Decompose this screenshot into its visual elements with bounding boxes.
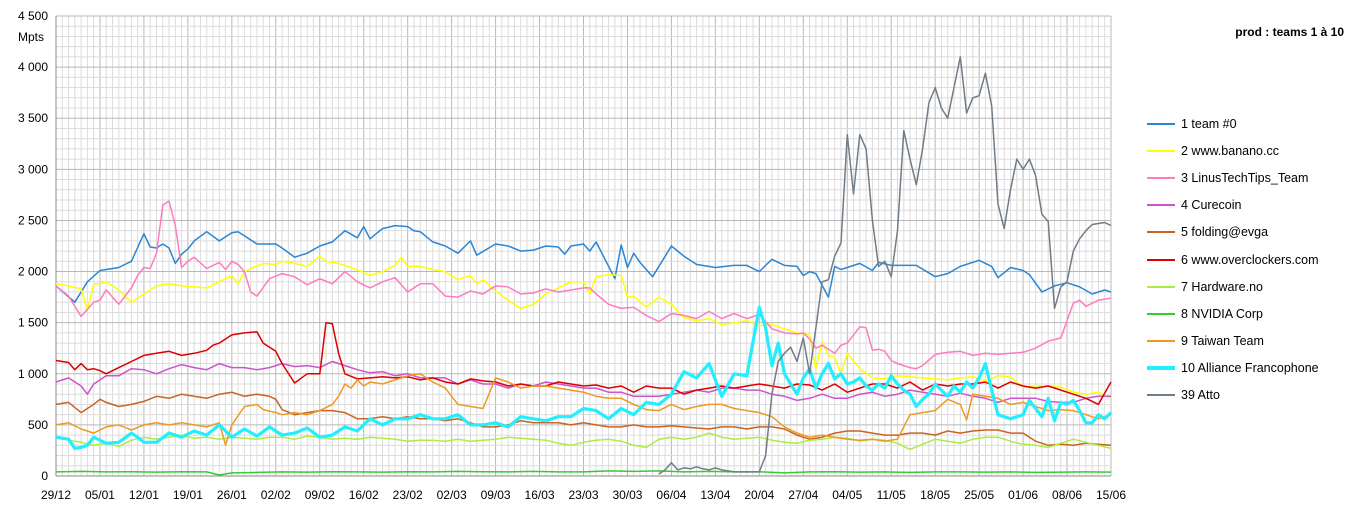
axes: 0 500 1 000 1 500 2 000 2 500 3 000 3 500 4 000 4… xyxy=(18,9,1126,502)
legend-item: 3 LinusTechTips_Team xyxy=(1147,164,1319,191)
series-line-3 xyxy=(55,200,1112,370)
legend-item: 5 folding@evga xyxy=(1147,219,1319,246)
legend-swatch xyxy=(1147,394,1175,397)
x-tick-label: 06/04 xyxy=(656,488,686,502)
legend-item: 39 Atto xyxy=(1147,382,1319,409)
legend-label: 4 Curecoin xyxy=(1181,198,1242,213)
x-tick-label: 19/01 xyxy=(173,488,203,502)
legend-label: 7 Hardware.no xyxy=(1181,279,1263,294)
legend-swatch xyxy=(1147,149,1175,152)
x-tick-label: 30/03 xyxy=(612,488,642,502)
y-tick-label: 3 500 xyxy=(18,111,48,125)
y-tick-label: 500 xyxy=(28,418,48,432)
x-tick-label: 02/02 xyxy=(261,488,291,502)
legend-label: 6 www.overclockers.com xyxy=(1181,252,1319,267)
legend-item: 8 NVIDIA Corp xyxy=(1147,300,1319,327)
y-tick-label: 1 000 xyxy=(18,367,48,381)
series-line-9 xyxy=(55,373,1112,447)
x-tick-label: 27/04 xyxy=(788,488,818,502)
legend-swatch xyxy=(1147,176,1175,179)
series-line-5 xyxy=(55,391,1112,447)
legend-swatch xyxy=(1147,258,1175,261)
legend-swatch xyxy=(1147,285,1175,288)
x-tick-label: 18/05 xyxy=(920,488,950,502)
legend-label: 10 Alliance Francophone xyxy=(1181,361,1319,376)
legend-item: 1 team #0 xyxy=(1147,110,1319,137)
legend-label: 3 LinusTechTips_Team xyxy=(1181,170,1309,185)
x-tick-label: 26/01 xyxy=(217,488,247,502)
y-tick-label: 4 000 xyxy=(18,60,48,74)
x-tick-label: 02/03 xyxy=(437,488,467,502)
legend-label: 5 folding@evga xyxy=(1181,225,1269,240)
series-lines xyxy=(55,56,1113,476)
y-axis-label: Mpts xyxy=(18,30,44,44)
x-tick-label: 23/03 xyxy=(568,488,598,502)
x-tick-label: 09/03 xyxy=(481,488,511,502)
y-tick-label: 1 500 xyxy=(18,316,48,330)
x-tick-label: 20/04 xyxy=(744,488,774,502)
legend-swatch xyxy=(1147,204,1175,207)
series-line-8 xyxy=(55,470,1112,476)
x-tick-label: 01/06 xyxy=(1008,488,1038,502)
series-line-2 xyxy=(55,255,1112,399)
series-line-11 xyxy=(658,56,1112,475)
series-line-10 xyxy=(55,305,1113,450)
x-tick-label: 25/05 xyxy=(964,488,994,502)
legend-label: 1 team #0 xyxy=(1181,116,1237,131)
legend-swatch xyxy=(1147,366,1175,371)
x-tick-label: 12/01 xyxy=(129,488,159,502)
chart-title: prod : teams 1 à 10 xyxy=(1235,25,1344,39)
legend-swatch xyxy=(1147,340,1175,343)
x-tick-label: 13/04 xyxy=(700,488,730,502)
legend-item: 4 Curecoin xyxy=(1147,192,1319,219)
y-tick-label: 2 000 xyxy=(18,265,48,279)
y-tick-label: 2 500 xyxy=(18,213,48,227)
x-tick-label: 05/01 xyxy=(85,488,115,502)
legend-label: 9 Taiwan Team xyxy=(1181,334,1264,349)
legend-item: 7 Hardware.no xyxy=(1147,273,1319,300)
legend-label: 2 www.banano.cc xyxy=(1181,143,1279,158)
legend-item: 6 www.overclockers.com xyxy=(1147,246,1319,273)
legend-label: 39 Atto xyxy=(1181,388,1220,403)
x-tick-label: 09/02 xyxy=(305,488,335,502)
series-line-1 xyxy=(55,224,1112,303)
x-tick-label: 23/02 xyxy=(393,488,423,502)
x-tick-label: 29/12 xyxy=(41,488,71,502)
legend: 1 team #0 2 www.banano.cc 3 LinusTechTips_… xyxy=(1147,110,1319,409)
y-tick-label: 4 500 xyxy=(18,9,48,23)
legend-label: 8 NVIDIA Corp xyxy=(1181,306,1263,321)
legend-swatch xyxy=(1147,312,1175,315)
x-tick-label: 08/06 xyxy=(1052,488,1082,502)
legend-swatch xyxy=(1147,231,1175,234)
legend-item: 2 www.banano.cc xyxy=(1147,137,1319,164)
y-tick-label: 3 000 xyxy=(18,162,48,176)
legend-item: 10 Alliance Francophone xyxy=(1147,355,1319,382)
legend-swatch xyxy=(1147,122,1175,125)
x-tick-label: 04/05 xyxy=(832,488,862,502)
x-tick-label: 11/05 xyxy=(877,488,906,502)
legend-item: 9 Taiwan Team xyxy=(1147,328,1319,355)
y-tick-label: 0 xyxy=(41,469,48,483)
x-tick-label: 16/02 xyxy=(349,488,379,502)
x-tick-label: 15/06 xyxy=(1096,488,1126,502)
series-line-4 xyxy=(55,360,1111,404)
x-tick-label: 16/03 xyxy=(525,488,555,502)
